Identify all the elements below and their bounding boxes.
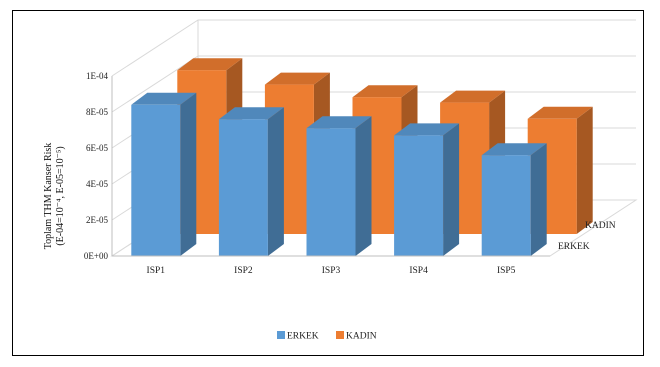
bar-erkek-isp1: [131, 92, 197, 256]
legend-swatch-erkek: [277, 331, 285, 339]
bar-side-face: [180, 92, 197, 256]
bar-top-face: [352, 85, 418, 98]
depth-axis-label-kadin: KADIN: [585, 221, 616, 231]
bar-top-face: [440, 90, 506, 103]
bar-top-face: [394, 123, 460, 136]
y-tick-label: 0E+00: [84, 251, 109, 261]
bar-front-face: [394, 135, 444, 256]
legend: ERKEK KADIN: [277, 331, 377, 342]
y-tick-label: 1E-04: [86, 71, 108, 81]
bar-erkek-isp5: [481, 143, 547, 256]
y-tick-label: 6E-05: [86, 143, 108, 153]
bar-erkek-isp4: [394, 123, 460, 257]
bar-top-face: [481, 143, 547, 156]
bar-side-face: [355, 116, 372, 256]
chart-labels-layer: 0E+00 2E-05 4E-05 6E-05 8E-05 1E-04 ISP1 ISP2 IS…: [84, 71, 616, 276]
bar-side-face: [443, 123, 460, 257]
bar-top-face: [218, 107, 284, 120]
bar-side-face: [530, 143, 547, 256]
y-tick-label: 4E-05: [86, 179, 108, 189]
y-axis-title-line1: Toplam THM Kanser Risk: [43, 143, 54, 250]
x-tick-label: ISP5: [497, 266, 516, 276]
legend-label-erkek: ERKEK: [287, 332, 319, 342]
bar-erkek-isp3: [306, 116, 372, 256]
x-tick-label: ISP2: [234, 266, 253, 276]
bar-side-face: [576, 106, 593, 234]
bar-front-face: [306, 128, 356, 256]
bar-top-face: [131, 92, 197, 105]
chart-frame: 0E+00 2E-05 4E-05 6E-05 8E-05 1E-04 ISP1 ISP2 IS…: [12, 10, 644, 356]
legend-label-kadin: KADIN: [346, 332, 377, 342]
bar-top-face: [306, 116, 372, 129]
bar-side-face: [267, 107, 284, 256]
bar-top-face: [264, 72, 330, 85]
legend-swatch-kadin: [336, 331, 344, 339]
depth-axis-label-erkek: ERKEK: [558, 242, 590, 252]
x-tick-label: ISP4: [409, 266, 428, 276]
y-tick-label: 2E-05: [86, 215, 108, 225]
bar-front-face: [218, 119, 268, 256]
chart-svg: 0E+00 2E-05 4E-05 6E-05 8E-05 1E-04 ISP1 ISP2 IS…: [43, 19, 638, 342]
x-tick-label: ISP1: [147, 266, 166, 276]
bar-erkek-isp2: [218, 107, 284, 256]
bar-top-face: [177, 58, 243, 71]
chart-bars-layer: [131, 58, 593, 257]
y-axis-title-line2: (E-04=10⁻⁴, E-05=10⁻⁵): [55, 146, 66, 245]
bar-front-face: [481, 155, 531, 256]
bar-front-face: [131, 104, 181, 256]
y-tick-label: 8E-05: [86, 107, 108, 117]
x-tick-label: ISP3: [322, 266, 341, 276]
bar-top-face: [527, 106, 593, 119]
